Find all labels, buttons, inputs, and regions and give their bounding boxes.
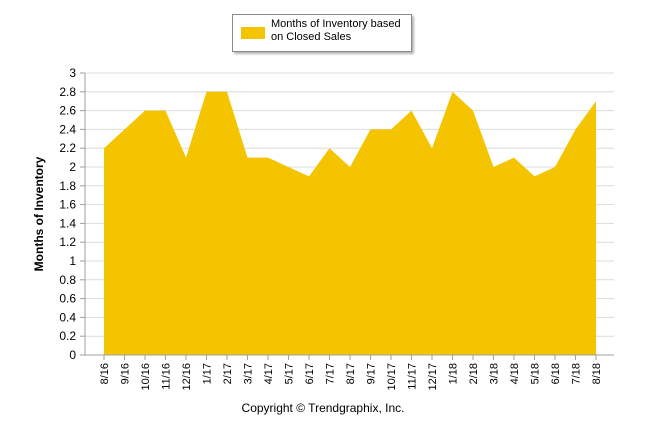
x-tick-label: 3/18 bbox=[489, 363, 501, 384]
y-tick-label: 2.6 bbox=[59, 104, 76, 118]
x-tick-label: 11/16 bbox=[161, 363, 173, 390]
x-tick-label: 12/16 bbox=[181, 363, 193, 391]
x-tick-label: 11/17 bbox=[407, 363, 419, 390]
x-tick-label: 10/16 bbox=[140, 363, 152, 391]
y-tick-label: 1.6 bbox=[59, 198, 76, 212]
x-tick-label: 10/17 bbox=[386, 363, 398, 391]
y-tick-label: 1.4 bbox=[59, 216, 76, 230]
axes bbox=[84, 73, 614, 360]
x-tick-label: 4/17 bbox=[263, 363, 275, 384]
x-tick-label: 5/18 bbox=[530, 363, 542, 384]
y-tick-label: 0 bbox=[69, 348, 76, 362]
y-tick-label: 2.4 bbox=[59, 122, 76, 136]
y-tick-label: 3 bbox=[69, 66, 76, 80]
y-tick-label: 0.8 bbox=[59, 273, 76, 287]
x-tick-label: 6/18 bbox=[550, 363, 562, 384]
x-tick-label: 1/17 bbox=[202, 363, 214, 384]
y-tick-label: 2.2 bbox=[59, 141, 76, 155]
x-tick-label: 2/17 bbox=[222, 363, 234, 384]
y-tick-labels: 0 0.2 0.4 0.6 0.8 1 1.2 1.4 1.6 1.8 2 2.2 2.4 2.6 2.8 3 bbox=[59, 66, 76, 362]
x-tick-label: 9/17 bbox=[366, 363, 378, 384]
y-tick-label: 0.2 bbox=[59, 329, 76, 343]
x-tick-label: 7/17 bbox=[325, 363, 337, 384]
x-tick-label: 5/17 bbox=[284, 363, 296, 384]
y-tick-label: 2 bbox=[69, 160, 76, 174]
x-tick-label: 8/17 bbox=[345, 363, 357, 384]
y-axis-label: Months of Inventory bbox=[32, 156, 46, 271]
x-tick-label: 1/18 bbox=[448, 363, 460, 384]
series-area-layer bbox=[103, 91, 597, 356]
x-tick-label: 8/18 bbox=[591, 363, 603, 384]
series-area bbox=[104, 91, 596, 356]
x-tick-label: 7/18 bbox=[571, 363, 583, 384]
x-tick-label: 9/16 bbox=[120, 363, 132, 384]
copyright-footer: Copyright © Trendgraphix, Inc. bbox=[241, 401, 405, 415]
y-tick-label: 0.6 bbox=[59, 292, 76, 306]
x-tick-label: 8/16 bbox=[99, 363, 111, 384]
y-tick-label: 1.2 bbox=[59, 235, 76, 249]
legend-label: Months of Inventory based on Closed Sale… bbox=[271, 18, 401, 43]
y-tick-label: 1 bbox=[69, 254, 76, 268]
legend-swatch bbox=[241, 27, 265, 39]
x-tick-label: 3/17 bbox=[243, 363, 255, 384]
legend: Months of Inventory based on Closed Sale… bbox=[232, 14, 412, 52]
y-tick-label: 0.4 bbox=[59, 310, 76, 324]
x-tick-label: 4/18 bbox=[509, 363, 521, 384]
y-tick-label: 2.8 bbox=[59, 85, 76, 99]
y-tick-label: 1.8 bbox=[59, 179, 76, 193]
x-tick-label: 6/17 bbox=[304, 363, 316, 384]
x-tick-label: 2/18 bbox=[468, 363, 480, 384]
x-tick-labels: 8/16 9/16 10/16 11/16 12/16 1/17 2/17 3/17 4/17 5… bbox=[99, 363, 603, 391]
x-tick-label: 12/17 bbox=[427, 363, 439, 391]
